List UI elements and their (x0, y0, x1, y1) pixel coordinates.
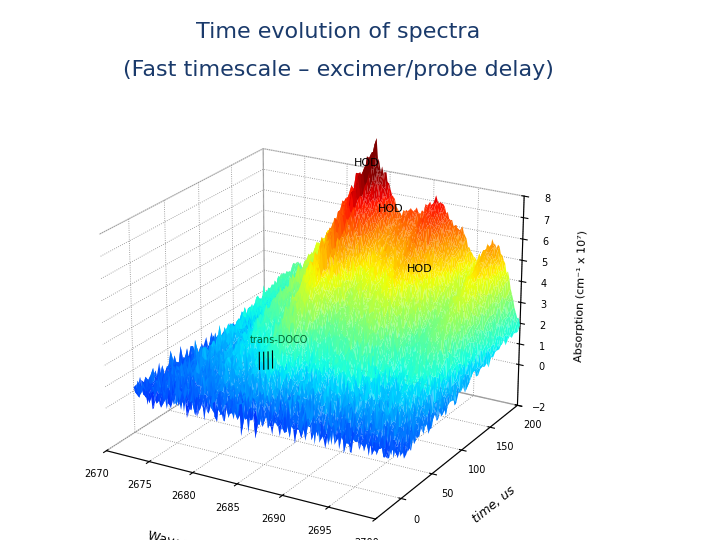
Text: (Fast timescale – excimer/probe delay): (Fast timescale – excimer/probe delay) (123, 60, 554, 80)
Text: Time evolution of spectra: Time evolution of spectra (197, 22, 480, 43)
Y-axis label: time, us: time, us (470, 484, 518, 525)
X-axis label: Wavenumber cm⁻¹: Wavenumber cm⁻¹ (146, 529, 264, 540)
